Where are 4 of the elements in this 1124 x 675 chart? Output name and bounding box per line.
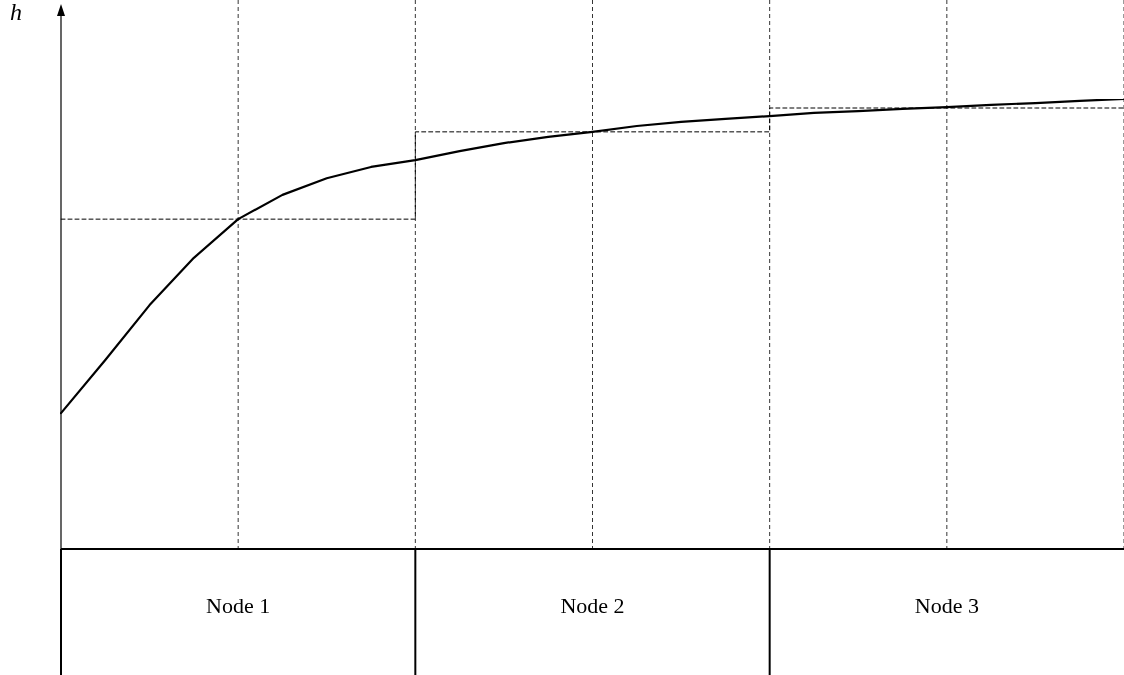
text: Node 2 xyxy=(560,592,625,618)
text: Node 3 xyxy=(914,592,979,618)
text: Node 1 xyxy=(206,592,271,618)
y-axis-title: h xyxy=(10,0,22,26)
